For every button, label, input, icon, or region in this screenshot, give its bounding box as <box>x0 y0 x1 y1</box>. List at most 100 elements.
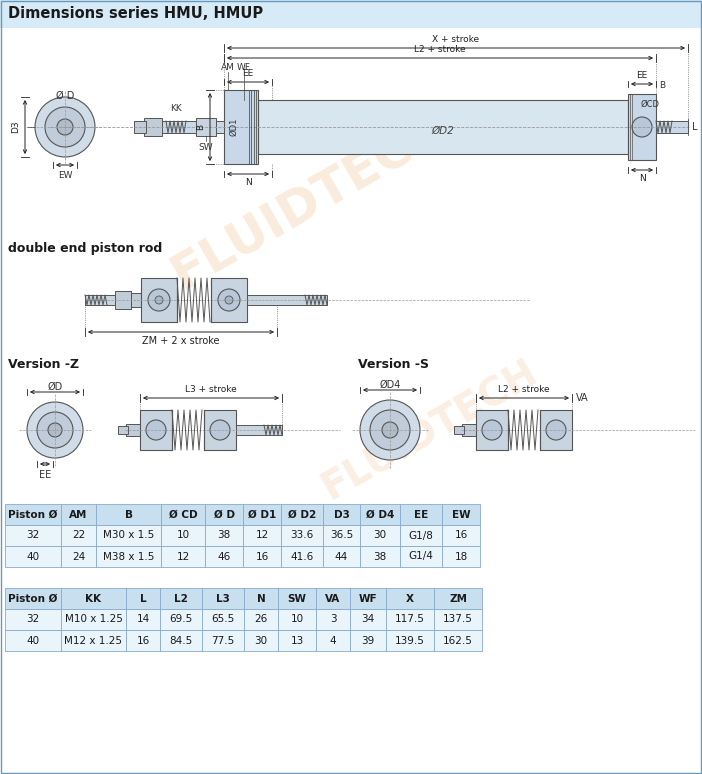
Text: 4: 4 <box>330 635 336 646</box>
Bar <box>316 630 350 651</box>
Bar <box>131 293 141 307</box>
Bar <box>96 525 161 546</box>
Bar <box>236 425 282 435</box>
Text: 16: 16 <box>454 530 468 540</box>
Text: B: B <box>124 509 133 519</box>
Bar <box>323 525 360 546</box>
Bar <box>5 588 61 609</box>
Text: 3: 3 <box>330 615 336 625</box>
Circle shape <box>218 289 240 311</box>
Text: KK: KK <box>86 594 102 604</box>
Circle shape <box>546 420 566 440</box>
Text: X + stroke: X + stroke <box>432 35 479 44</box>
Bar <box>5 609 61 630</box>
Bar <box>202 588 244 609</box>
Bar <box>96 504 161 525</box>
Bar <box>148 121 224 133</box>
Text: ØD1: ØD1 <box>229 118 238 136</box>
Bar <box>85 295 115 305</box>
Bar <box>140 410 172 450</box>
Text: B: B <box>196 124 205 130</box>
Bar <box>244 609 278 630</box>
Circle shape <box>146 420 166 440</box>
Bar <box>434 588 482 609</box>
Bar <box>96 546 161 567</box>
Bar <box>204 410 236 450</box>
Text: 38: 38 <box>373 552 387 561</box>
Bar <box>442 504 480 525</box>
Text: 12: 12 <box>176 552 190 561</box>
Bar <box>61 630 126 651</box>
Text: D3: D3 <box>333 509 350 519</box>
Bar <box>434 609 482 630</box>
Bar <box>61 609 126 630</box>
Bar <box>196 118 216 136</box>
Bar <box>211 278 247 322</box>
Text: Ø CD: Ø CD <box>168 509 197 519</box>
Text: M12 x 1.25: M12 x 1.25 <box>65 635 123 646</box>
Text: 13: 13 <box>291 635 304 646</box>
Bar <box>202 630 244 651</box>
Bar <box>316 609 350 630</box>
Text: N: N <box>639 174 645 183</box>
Text: 18: 18 <box>454 552 468 561</box>
Circle shape <box>632 117 652 137</box>
Text: ØCD: ØCD <box>640 100 659 109</box>
Text: ØD2: ØD2 <box>432 126 454 136</box>
Bar <box>442 525 480 546</box>
Bar <box>224 90 258 164</box>
Bar <box>134 121 146 133</box>
Bar <box>61 525 96 546</box>
Text: Piston Ø: Piston Ø <box>8 594 58 604</box>
Bar <box>656 121 688 133</box>
Text: B: B <box>659 81 665 90</box>
Circle shape <box>370 410 410 450</box>
Text: 65.5: 65.5 <box>211 615 234 625</box>
Text: 40: 40 <box>27 635 39 646</box>
Text: Version -Z: Version -Z <box>8 358 79 371</box>
Text: 137.5: 137.5 <box>443 615 473 625</box>
Text: Dimensions series HMU, HMUP: Dimensions series HMU, HMUP <box>8 6 263 22</box>
Text: 12: 12 <box>256 530 269 540</box>
Bar <box>5 630 61 651</box>
Text: double end piston rod: double end piston rod <box>8 242 162 255</box>
Text: 22: 22 <box>72 530 85 540</box>
Text: 38: 38 <box>218 530 231 540</box>
Text: G1/4: G1/4 <box>409 552 433 561</box>
Bar <box>278 588 316 609</box>
Bar <box>126 588 160 609</box>
Text: 40: 40 <box>27 552 39 561</box>
Bar <box>278 630 316 651</box>
Bar <box>118 426 128 434</box>
Text: L2 + stroke: L2 + stroke <box>414 45 466 54</box>
Circle shape <box>360 400 420 460</box>
Text: 69.5: 69.5 <box>169 615 192 625</box>
Bar <box>281 546 323 567</box>
Bar <box>160 588 202 609</box>
Bar <box>247 295 327 305</box>
Bar <box>244 630 278 651</box>
Bar <box>115 291 131 309</box>
Text: L2 + stroke: L2 + stroke <box>498 385 550 394</box>
Text: L: L <box>692 122 698 132</box>
Text: 32: 32 <box>27 615 39 625</box>
Text: WF: WF <box>237 63 251 72</box>
Bar <box>126 424 140 436</box>
Text: AM: AM <box>221 63 235 72</box>
Text: WF: WF <box>359 594 377 604</box>
Text: FLUIDTECH: FLUIDTECH <box>163 101 457 299</box>
Circle shape <box>48 423 62 437</box>
Text: EE: EE <box>39 470 51 480</box>
Bar <box>161 504 205 525</box>
Bar <box>243 504 281 525</box>
Circle shape <box>35 97 95 157</box>
Text: L: L <box>140 594 146 604</box>
Bar <box>462 424 476 436</box>
Text: KK: KK <box>170 104 182 113</box>
Circle shape <box>27 402 83 458</box>
Bar <box>244 588 278 609</box>
Text: 16: 16 <box>256 552 269 561</box>
Bar <box>161 546 205 567</box>
Text: EW: EW <box>451 509 470 519</box>
Bar <box>540 410 572 450</box>
